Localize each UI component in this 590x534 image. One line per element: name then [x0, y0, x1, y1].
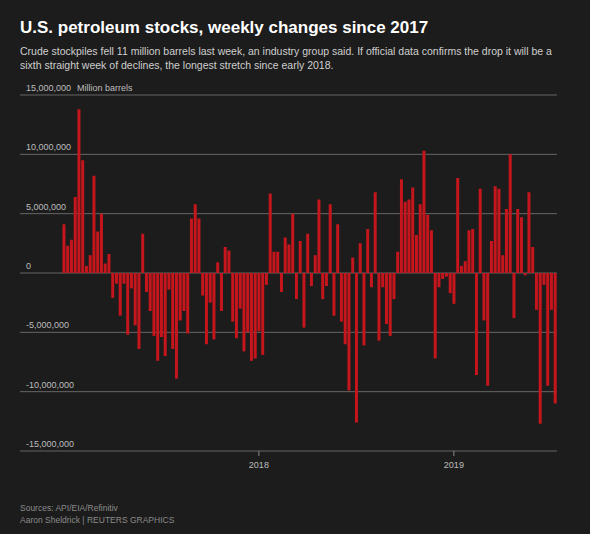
- html-text:Sources: API/EIA/Refinitiv: Sources: API/EIA/Refinitiv: [20, 503, 118, 513]
- svg-text:5,000,000: 5,000,000: [26, 202, 66, 212]
- html-text:Aaron Sheldrick | REUTERS GRAP: Aaron Sheldrick | REUTERS GRAPHICS: [20, 515, 175, 525]
- svg-text:15,000,000Million barrels: 15,000,000Million barrels: [26, 83, 133, 93]
- svg-text:2018: 2018: [249, 460, 269, 470]
- svg-text:0: 0: [26, 261, 31, 271]
- html-text:U.S. petroleum stocks, weekly: U.S. petroleum stocks, weekly changes si…: [20, 18, 429, 37]
- svg-text:-10,000,000: -10,000,000: [26, 380, 74, 390]
- svg-text:-5,000,000: -5,000,000: [26, 320, 69, 330]
- svg-text:-15,000,000: -15,000,000: [26, 439, 74, 449]
- svg-text:2019: 2019: [444, 460, 464, 470]
- html-text:Crude stockpiles fell 11 milli: Crude stockpiles fell 11 million barrels…: [20, 45, 552, 71]
- svg-text:10,000,000: 10,000,000: [26, 142, 71, 152]
